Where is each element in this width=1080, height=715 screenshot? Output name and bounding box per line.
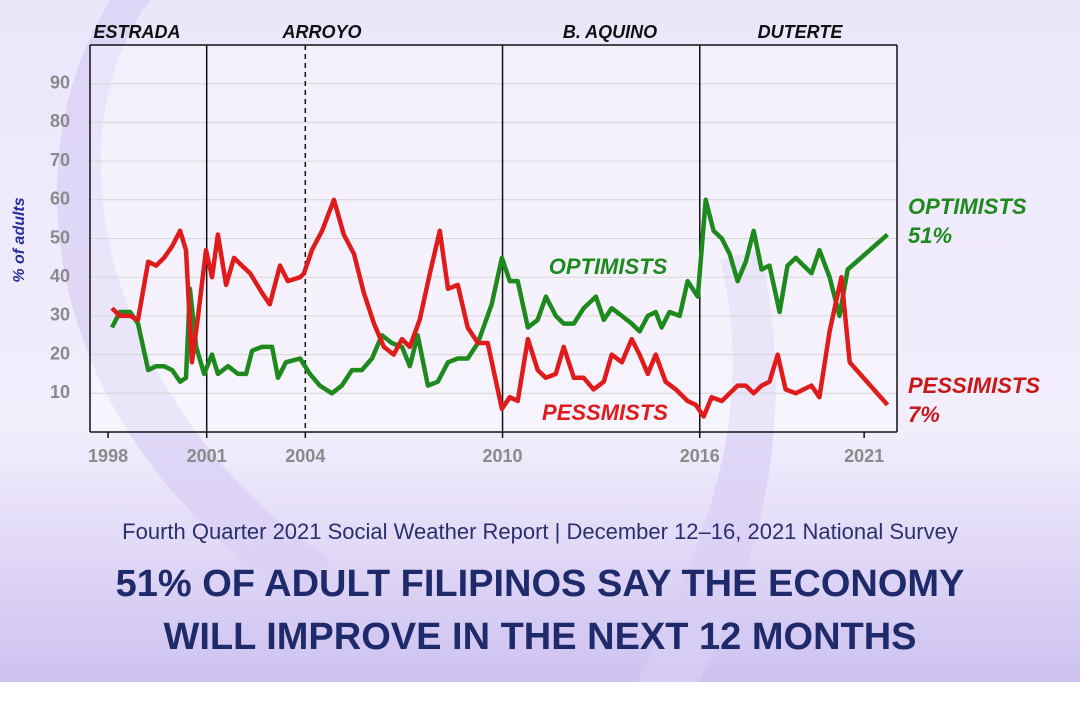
series-annotation: PESSMISTS	[542, 400, 668, 425]
end-value: 7%	[908, 402, 940, 427]
y-tick-label: 80	[50, 111, 70, 131]
period-label: DUTERTE	[758, 22, 844, 42]
x-tick-label: 2021	[844, 446, 884, 466]
series-line	[109, 197, 889, 396]
end-label: PESSIMISTS	[908, 373, 1040, 398]
period-label: B. AQUINO	[563, 22, 657, 42]
swoosh	[56, 0, 331, 600]
bottom-band	[0, 682, 1080, 715]
y-tick-label: 40	[50, 266, 70, 286]
x-tick-label: 2001	[187, 446, 227, 466]
y-tick-label: 60	[50, 189, 70, 209]
period-label: ARROYO	[281, 22, 361, 42]
y-tick-label: 50	[50, 227, 70, 247]
end-value: 51%	[908, 223, 952, 248]
subtitle: Fourth Quarter 2021 Social Weather Repor…	[122, 519, 958, 544]
x-tick-label: 2004	[285, 446, 325, 466]
y-tick-label: 10	[50, 382, 70, 402]
period-label: ESTRADA	[93, 22, 180, 42]
x-tick-label: 2016	[680, 446, 720, 466]
y-tick-label: 90	[50, 72, 70, 92]
headline: 51% OF ADULT FILIPINOS SAY THE ECONOMY	[116, 563, 965, 605]
x-tick-label: 1998	[88, 446, 128, 466]
plot: 10 20 30 40 50 60 70 80 90 1998 2001 2004 2010 2016 20…	[50, 45, 897, 466]
y-axis-label: % of adults	[11, 197, 28, 282]
headline: WILL IMPROVE IN THE NEXT 12 MONTHS	[163, 616, 916, 658]
x-tick-label: 2010	[483, 446, 523, 466]
end-label: OPTIMISTS	[908, 194, 1027, 219]
y-tick-label: 30	[50, 305, 70, 325]
y-tick-label: 20	[50, 343, 70, 363]
swoosh	[620, 250, 776, 715]
y-tick-label: 70	[50, 150, 70, 170]
series-annotation: OPTIMISTS	[549, 254, 668, 279]
series-line	[110, 197, 890, 419]
